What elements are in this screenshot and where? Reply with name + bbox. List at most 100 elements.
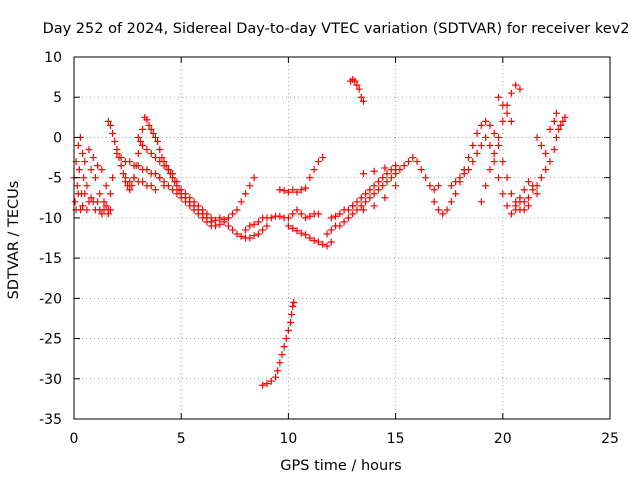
data-point bbox=[559, 117, 567, 125]
x-tick-label: 0 bbox=[70, 431, 79, 447]
data-point bbox=[87, 166, 95, 174]
data-point bbox=[289, 210, 297, 218]
data-point bbox=[224, 214, 232, 222]
data-point bbox=[276, 359, 284, 367]
data-point bbox=[207, 214, 215, 222]
y-tick-label: 5 bbox=[53, 90, 62, 106]
data-point bbox=[106, 190, 114, 198]
data-point bbox=[156, 146, 164, 154]
data-point bbox=[164, 166, 172, 174]
data-point bbox=[136, 137, 144, 145]
data-point bbox=[79, 202, 87, 210]
data-point bbox=[383, 178, 391, 186]
data-point bbox=[340, 218, 348, 226]
data-point bbox=[482, 182, 490, 190]
data-point bbox=[370, 190, 378, 198]
data-point bbox=[507, 89, 515, 97]
data-point bbox=[495, 93, 503, 101]
data-point bbox=[282, 335, 290, 343]
data-point bbox=[126, 158, 134, 166]
data-point bbox=[507, 210, 515, 218]
data-point bbox=[224, 222, 232, 230]
data-point bbox=[447, 182, 455, 190]
data-point bbox=[495, 141, 503, 149]
data-point bbox=[486, 141, 494, 149]
data-point bbox=[267, 377, 275, 385]
data-point bbox=[276, 186, 284, 194]
data-point bbox=[169, 170, 177, 178]
data-point bbox=[314, 238, 322, 246]
data-point bbox=[469, 158, 477, 166]
data-point bbox=[76, 206, 84, 214]
data-point bbox=[353, 198, 361, 206]
data-point bbox=[74, 141, 82, 149]
data-point bbox=[151, 170, 159, 178]
x-tick-label: 5 bbox=[177, 431, 186, 447]
data-point bbox=[349, 210, 357, 218]
data-point bbox=[290, 298, 298, 306]
data-point bbox=[507, 117, 515, 125]
data-point bbox=[473, 150, 481, 158]
data-point bbox=[413, 158, 421, 166]
data-point bbox=[181, 198, 189, 206]
data-point bbox=[259, 381, 267, 389]
data-point bbox=[151, 186, 159, 194]
data-point bbox=[469, 141, 477, 149]
data-point bbox=[417, 166, 425, 174]
data-point bbox=[439, 210, 447, 218]
data-point bbox=[74, 190, 82, 198]
data-point bbox=[533, 190, 541, 198]
data-point bbox=[160, 182, 168, 190]
data-point bbox=[314, 158, 322, 166]
data-point bbox=[490, 129, 498, 137]
data-point bbox=[109, 174, 117, 182]
data-point bbox=[503, 109, 511, 117]
data-point bbox=[216, 220, 224, 228]
data-point bbox=[456, 174, 464, 182]
y-tick-label: -35 bbox=[39, 412, 62, 428]
data-point bbox=[327, 214, 335, 222]
data-point bbox=[392, 182, 400, 190]
data-point bbox=[89, 154, 97, 162]
data-point bbox=[71, 198, 79, 206]
series-dip-C bbox=[220, 174, 322, 242]
y-tick-labels: 10 5 0 -5 -10 -15 -20 -25 -30 -35 bbox=[39, 50, 62, 428]
series-low-dive bbox=[259, 298, 298, 389]
y-tick-label: -15 bbox=[39, 251, 62, 267]
data-point bbox=[216, 214, 224, 222]
data-point bbox=[327, 238, 335, 246]
data-point bbox=[319, 154, 327, 162]
data-point bbox=[353, 206, 361, 214]
data-point bbox=[289, 186, 297, 194]
data-point bbox=[87, 194, 95, 202]
data-point bbox=[537, 174, 545, 182]
data-point bbox=[289, 224, 297, 232]
data-point bbox=[272, 373, 280, 381]
data-point bbox=[520, 198, 528, 206]
data-point bbox=[297, 186, 305, 194]
data-point bbox=[194, 202, 202, 210]
data-point bbox=[246, 234, 254, 242]
data-point bbox=[81, 158, 89, 166]
data-point bbox=[139, 125, 147, 133]
data-point bbox=[366, 194, 374, 202]
data-point bbox=[409, 154, 417, 162]
data-point bbox=[555, 125, 563, 133]
data-point bbox=[233, 230, 241, 238]
data-point bbox=[289, 302, 297, 310]
x-tick-label: 10 bbox=[279, 431, 297, 447]
chart-title: Day 252 of 2024, Sidereal Day-to-day VTE… bbox=[43, 21, 630, 37]
data-point bbox=[130, 174, 138, 182]
data-point bbox=[113, 150, 121, 158]
data-point bbox=[100, 198, 108, 206]
data-point bbox=[381, 164, 389, 172]
data-point bbox=[495, 133, 503, 141]
data-point bbox=[552, 133, 560, 141]
data-point bbox=[460, 170, 468, 178]
data-point bbox=[229, 226, 237, 234]
data-point bbox=[276, 212, 284, 220]
data-point bbox=[516, 85, 524, 93]
data-point bbox=[156, 158, 164, 166]
data-point bbox=[177, 186, 185, 194]
data-point bbox=[106, 121, 114, 129]
